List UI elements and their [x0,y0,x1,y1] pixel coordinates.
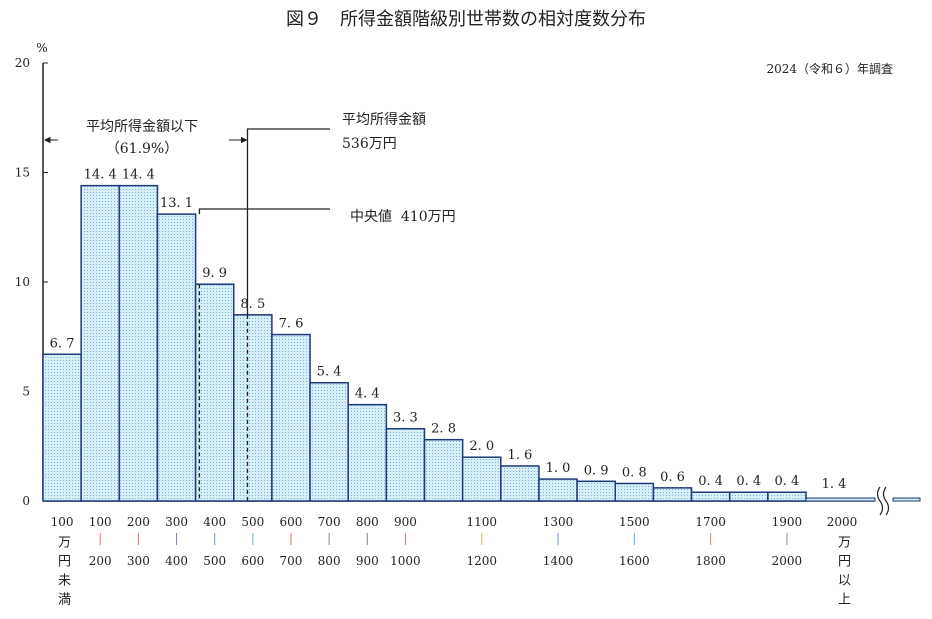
bar-value-label: 0. 4 [736,474,761,489]
x-tick-label-top: 1700 [695,515,726,529]
bar [614,482,655,502]
bar-value-label: 9. 9 [202,266,227,281]
y-tick-label: 0 [22,494,30,508]
bar [80,184,121,502]
chart-subtitle: 2024（令和６）年調査 [766,61,893,76]
x-tick-label-bottom: 300 [127,554,150,568]
bar-value-label: 14. 4 [84,168,117,183]
bar-value-label: 1. 4 [822,477,847,492]
x-tick-label-bottom: 1000 [390,554,421,568]
y-tick-label: 20 [15,56,30,70]
bar [805,497,876,502]
x-tick-label-vertical-first: 万円未満 [55,535,70,611]
x-tick-label-bottom: 800 [318,554,341,568]
x-tick-label-top: 1300 [543,515,574,529]
bar [118,184,159,502]
median-leader-line [198,208,330,215]
x-tick-label-bottom: 1600 [619,554,650,568]
x-tick-label-top: 900 [394,515,417,529]
x-tick-label-top: 400 [203,515,226,529]
x-tick-label-top: 700 [318,515,341,529]
bar [271,333,311,502]
bar-value-label: 0. 4 [775,474,800,489]
bar-value-label: 1. 6 [507,448,532,463]
y-axis-label: % [36,41,47,55]
bar-value-label: 0. 4 [698,474,723,489]
y-tick-label: 15 [15,166,30,180]
left-arrow-icon [43,136,58,144]
x-tick-label-top: 800 [356,515,379,529]
bar [309,381,349,502]
x-tick-label-bottom: 900 [356,554,379,568]
x-tick-label-top: 1900 [772,515,803,529]
bar-value-label: 5. 4 [317,365,342,380]
x-tick-label-top: 500 [241,515,264,529]
below-mean-label-line2: （61.9%） [106,141,178,157]
bar [690,491,731,502]
median-label: 中央値 410万円 [350,209,456,225]
right-arrow-icon [229,136,248,144]
x-tick-label-top: 1100 [466,515,497,529]
x-tick-label-top: 2000 [827,515,858,529]
x-tick-label-bottom: 700 [280,554,303,568]
x-tick-label-bottom: 400 [165,554,188,568]
x-tick-label-bottom: 500 [203,554,226,568]
x-tick-label-bottom: 1800 [695,554,726,568]
mean-label-line2: 536万円 [342,136,397,152]
x-tick-label-bottom: 1200 [466,554,497,568]
mean-label-line1: 平均所得金額 [342,111,426,128]
bar-value-label: 0. 9 [584,463,609,478]
x-tick-label-top: 100 [89,515,112,529]
bar [385,427,426,502]
x-tick-label-top: 600 [280,515,303,529]
x-tick-label-top: 100 [51,515,74,529]
bar [347,403,388,502]
bar [652,487,693,502]
chart-title: 図９ 所得金額階級別世帯数の相対度数分布 [286,9,646,30]
bar-continuation [892,497,921,502]
bar-value-label: 7. 6 [279,317,304,332]
bar-value-label: 4. 4 [355,387,380,402]
bar [767,491,807,502]
x-tick-label-top: 200 [127,515,150,529]
bar [194,283,235,502]
x-tick-label-top: 300 [165,515,188,529]
bar [538,478,578,502]
y-tick-label: 5 [22,385,30,399]
bar [461,456,502,502]
x-tick-label-top: 1500 [619,515,650,529]
bar [423,438,464,502]
axis-break-icon [876,486,890,516]
bar [156,213,197,502]
bar-value-label: 3. 3 [393,411,418,426]
bar-value-label: 13. 1 [160,196,193,211]
bar-value-label: 14. 4 [122,168,155,183]
x-tick-label-bottom: 1400 [543,554,574,568]
bar-value-label: 6. 7 [50,336,75,351]
x-tick-label-vertical-last: 万円以上 [835,535,850,611]
bar-value-label: 0. 6 [660,470,685,485]
y-tick-label: 10 [15,275,30,289]
bar [500,465,540,502]
mean-leader-line [246,128,330,315]
bar [728,491,769,502]
below-mean-label-line1: 平均所得金額以下 [86,118,198,135]
bar-value-label: 8. 5 [240,297,265,312]
bar [233,314,273,502]
bar-value-label: 2. 8 [431,422,456,437]
bar-value-label: 2. 0 [469,439,494,454]
bar [42,353,82,502]
x-tick-label-bottom: 600 [241,554,264,568]
bar-value-label: 1. 0 [546,461,571,476]
x-tick-label-bottom: 2000 [772,554,803,568]
bar [576,480,616,502]
bar-value-label: 0. 8 [622,465,647,480]
x-tick-label-bottom: 200 [89,554,112,568]
